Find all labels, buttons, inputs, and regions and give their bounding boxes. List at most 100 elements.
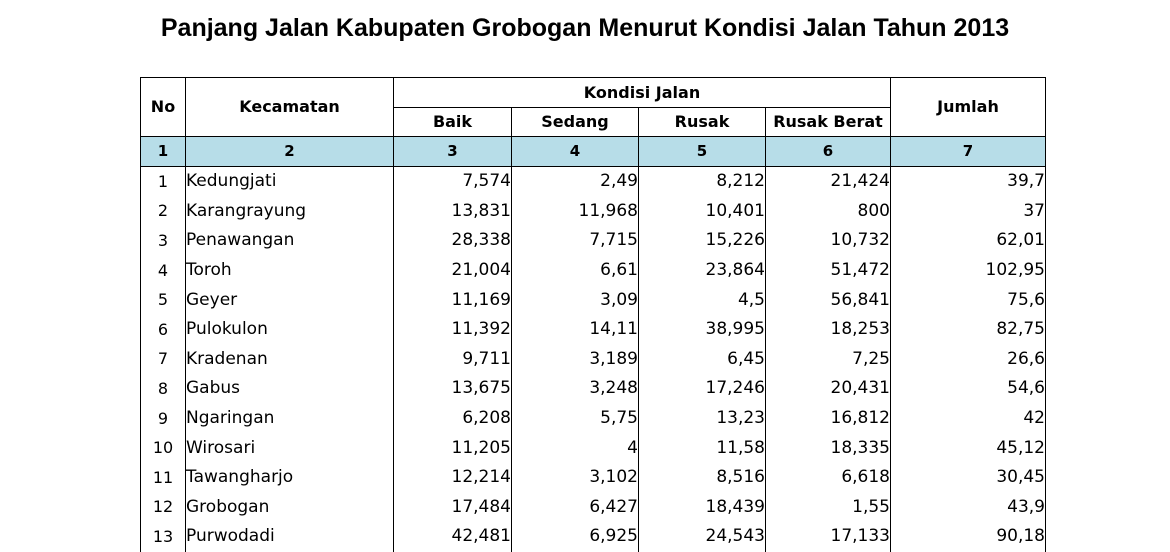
cell-kecamatan: Purwodadi: [185, 522, 394, 552]
cell-rusak: 38,995: [638, 314, 766, 345]
cell-rusak: 13,23: [638, 403, 766, 434]
cell-baik: 13,831: [393, 196, 512, 227]
cell-baik: 13,675: [393, 374, 512, 404]
cell-baik: 11,392: [393, 314, 512, 345]
column-number: 7: [890, 136, 1046, 167]
cell-no: 8: [140, 374, 186, 404]
header-sedang: Sedang: [511, 107, 639, 137]
cell-rusak-berat: 18,335: [765, 433, 891, 463]
cell-sedang: 6,61: [511, 255, 639, 286]
cell-no: 9: [140, 403, 186, 434]
cell-jumlah: 54,6: [890, 374, 1046, 404]
header-jumlah: Jumlah: [890, 77, 1046, 137]
cell-sedang: 6,925: [511, 522, 639, 552]
cell-rusak-berat: 7,25: [765, 344, 891, 375]
header-rusak-berat: Rusak Berat: [765, 107, 891, 137]
header-no: No: [140, 77, 186, 137]
cell-kecamatan: Karangrayung: [185, 196, 394, 227]
cell-rusak: 11,58: [638, 433, 766, 463]
cell-rusak-berat: 6,618: [765, 462, 891, 493]
cell-jumlah: 75,6: [890, 285, 1046, 315]
cell-kecamatan: Ngaringan: [185, 403, 394, 434]
cell-rusak-berat: 1,55: [765, 492, 891, 523]
cell-rusak-berat: 17,133: [765, 522, 891, 552]
cell-rusak-berat: 18,253: [765, 314, 891, 345]
table-row: 10 Wirosari 11,205 4 11,58 18,335 45,12: [140, 433, 1046, 463]
cell-kecamatan: Tawangharjo: [185, 462, 394, 493]
table-row: 2 Karangrayung 13,831 11,968 10,401 800 37: [140, 196, 1046, 227]
cell-baik: 21,004: [393, 255, 512, 286]
table-row: 4 Toroh 21,004 6,61 23,864 51,472 102,95: [140, 255, 1046, 286]
cell-baik: 11,169: [393, 285, 512, 315]
cell-jumlah: 90,18: [890, 522, 1046, 552]
cell-baik: 9,711: [393, 344, 512, 375]
cell-rusak: 8,516: [638, 462, 766, 493]
cell-no: 11: [140, 462, 186, 493]
header-baik: Baik: [393, 107, 512, 137]
road-condition-table: No Kecamatan Kondisi Jalan Jumlah Baik S…: [140, 77, 1046, 552]
cell-sedang: 6,427: [511, 492, 639, 523]
table-row: 3 Penawangan 28,338 7,715 15,226 10,732 62,01: [140, 226, 1046, 256]
cell-rusak-berat: 21,424: [765, 166, 891, 197]
cell-jumlah: 82,75: [890, 314, 1046, 345]
cell-rusak-berat: 800: [765, 196, 891, 227]
cell-jumlah: 45,12: [890, 433, 1046, 463]
cell-kecamatan: Toroh: [185, 255, 394, 286]
cell-jumlah: 42: [890, 403, 1046, 434]
cell-no: 3: [140, 226, 186, 256]
column-number-row: 1 2 3 4 5 6 7: [140, 136, 1046, 167]
column-number: 4: [511, 136, 639, 167]
cell-baik: 42,481: [393, 522, 512, 552]
cell-jumlah: 39,7: [890, 166, 1046, 197]
cell-baik: 17,484: [393, 492, 512, 523]
cell-kecamatan: Penawangan: [185, 226, 394, 256]
page-title: Panjang Jalan Kabupaten Grobogan Menurut…: [160, 14, 1010, 42]
table-row: 5 Geyer 11,169 3,09 4,5 56,841 75,6: [140, 285, 1046, 315]
cell-rusak: 10,401: [638, 196, 766, 227]
table-row: 12 Grobogan 17,484 6,427 18,439 1,55 43,9: [140, 492, 1046, 523]
table-row: 8 Gabus 13,675 3,248 17,246 20,431 54,6: [140, 374, 1046, 404]
cell-rusak: 6,45: [638, 344, 766, 375]
cell-baik: 7,574: [393, 166, 512, 197]
table-row: 13 Purwodadi 42,481 6,925 24,543 17,133 90,18: [140, 522, 1046, 552]
cell-kecamatan: Gabus: [185, 374, 394, 404]
cell-sedang: 3,248: [511, 374, 639, 404]
cell-rusak-berat: 16,812: [765, 403, 891, 434]
cell-no: 10: [140, 433, 186, 463]
cell-rusak: 8,212: [638, 166, 766, 197]
cell-sedang: 2,49: [511, 166, 639, 197]
cell-kecamatan: Geyer: [185, 285, 394, 315]
cell-kecamatan: Grobogan: [185, 492, 394, 523]
table-row: 7 Kradenan 9,711 3,189 6,45 7,25 26,6: [140, 344, 1046, 375]
cell-sedang: 7,715: [511, 226, 639, 256]
cell-sedang: 3,09: [511, 285, 639, 315]
cell-rusak: 18,439: [638, 492, 766, 523]
cell-no: 12: [140, 492, 186, 523]
cell-sedang: 5,75: [511, 403, 639, 434]
cell-jumlah: 30,45: [890, 462, 1046, 493]
column-number: 6: [765, 136, 891, 167]
cell-rusak-berat: 51,472: [765, 255, 891, 286]
cell-rusak: 24,543: [638, 522, 766, 552]
header-kondisi-jalan: Kondisi Jalan: [393, 77, 891, 108]
cell-jumlah: 43,9: [890, 492, 1046, 523]
cell-sedang: 4: [511, 433, 639, 463]
cell-no: 1: [140, 166, 186, 197]
cell-no: 5: [140, 285, 186, 315]
column-number: 5: [638, 136, 766, 167]
cell-kecamatan: Wirosari: [185, 433, 394, 463]
cell-rusak: 15,226: [638, 226, 766, 256]
table-row: 11 Tawangharjo 12,214 3,102 8,516 6,618 30,45: [140, 462, 1046, 493]
cell-kecamatan: Kedungjati: [185, 166, 394, 197]
cell-sedang: 11,968: [511, 196, 639, 227]
table-row: 6 Pulokulon 11,392 14,11 38,995 18,253 82,75: [140, 314, 1046, 345]
cell-baik: 12,214: [393, 462, 512, 493]
table-row: 1 Kedungjati 7,574 2,49 8,212 21,424 39,7: [140, 166, 1046, 197]
cell-jumlah: 26,6: [890, 344, 1046, 375]
cell-jumlah: 102,95: [890, 255, 1046, 286]
cell-no: 7: [140, 344, 186, 375]
cell-kecamatan: Kradenan: [185, 344, 394, 375]
cell-baik: 6,208: [393, 403, 512, 434]
cell-rusak-berat: 20,431: [765, 374, 891, 404]
cell-rusak: 4,5: [638, 285, 766, 315]
